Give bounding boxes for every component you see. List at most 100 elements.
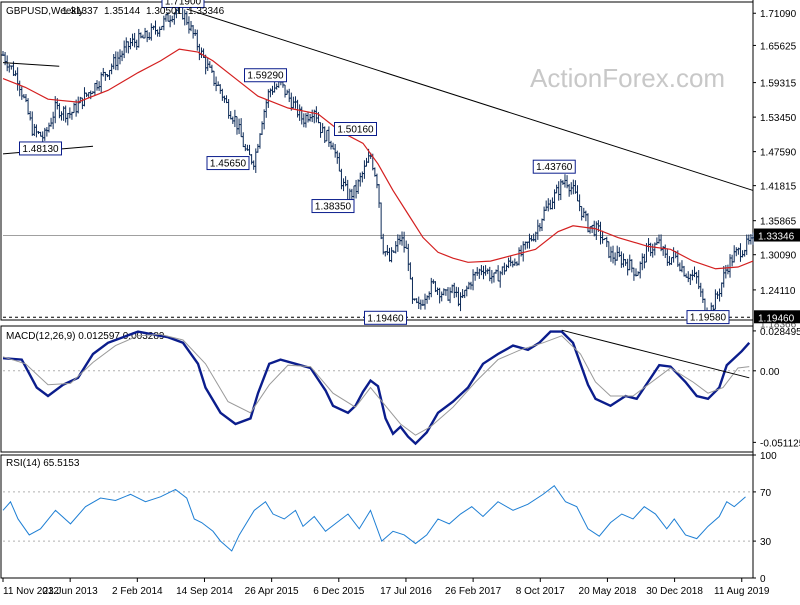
- price-bar: [34, 124, 38, 138]
- price-bar: [283, 84, 287, 98]
- price-bar: [745, 234, 749, 256]
- price-bar: [557, 181, 561, 201]
- price-bar: [95, 80, 99, 91]
- price-bar: [45, 127, 49, 137]
- price-bar: [99, 72, 103, 94]
- price-bar: [241, 132, 245, 148]
- rsi-panel-title: RSI(14) 65.5153: [6, 458, 80, 469]
- price-bar: [722, 266, 726, 288]
- price-bar: [496, 265, 500, 282]
- last-price-tag: [754, 228, 800, 242]
- price-bar: [621, 253, 625, 268]
- rsi-line: [2, 485, 746, 552]
- price-bar: [394, 241, 398, 254]
- price-annotation-box: [244, 68, 287, 83]
- price-annotation: 1.19460: [364, 310, 407, 325]
- price-bar: [377, 184, 381, 208]
- price-bar: [680, 260, 684, 273]
- price-bar: [747, 234, 751, 245]
- price-axis-tick-label: 1.18366: [760, 320, 797, 331]
- price-bar: [329, 140, 333, 150]
- price-axis-tick-label: 1.71090: [760, 9, 797, 20]
- price-bar: [509, 256, 513, 267]
- price-bar: [319, 122, 323, 138]
- price-bar: [243, 143, 247, 152]
- watermark: ActionForex.com: [530, 63, 725, 93]
- price-bar: [154, 20, 158, 35]
- price-bar: [114, 51, 118, 71]
- price-bar: [250, 154, 254, 165]
- price-bar: [511, 260, 515, 268]
- price-bar: [118, 49, 122, 65]
- price-bar: [325, 129, 329, 142]
- price-bar: [440, 291, 444, 302]
- price-bar: [410, 276, 414, 304]
- x-axis-tick-label: 2 Feb 2014: [112, 586, 163, 597]
- price-bar: [358, 172, 362, 187]
- price-bar: [22, 94, 26, 99]
- macd-axis-tick-label: 0.028495: [760, 327, 800, 338]
- rsi-axis-tick-label: 70: [760, 488, 772, 499]
- price-bar: [354, 179, 358, 199]
- price-annotation: 1.48130: [19, 141, 62, 156]
- macd-line: [2, 330, 751, 446]
- price-axis-tick-label: 1.59315: [760, 79, 797, 90]
- price-bar: [484, 265, 488, 276]
- price-bar: [139, 32, 143, 39]
- price-bar: [258, 133, 262, 149]
- price-bar: [630, 259, 634, 273]
- price-bar: [225, 95, 229, 104]
- price-bar: [68, 107, 72, 119]
- price-bar: [665, 248, 669, 266]
- price-annotation-box: [19, 141, 62, 156]
- price-bar: [131, 33, 135, 47]
- price-header-value: 1.35144: [104, 6, 141, 17]
- price-bar: [619, 251, 623, 268]
- price-bar: [513, 258, 517, 266]
- price-bar: [195, 29, 199, 51]
- price-bar: [456, 287, 460, 307]
- price-bar: [137, 28, 141, 48]
- x-axis-tick-label: 14 Sep 2014: [176, 586, 233, 597]
- price-bar: [387, 247, 391, 262]
- price-bar: [356, 179, 360, 194]
- price-bar: [732, 245, 736, 263]
- price-annotation: 1.59290: [244, 68, 287, 83]
- price-bar: [237, 118, 241, 135]
- price-bar: [427, 291, 431, 300]
- price-bar: [231, 116, 235, 124]
- price-bar: [122, 40, 126, 59]
- price-bar: [576, 185, 580, 202]
- price-bar: [586, 213, 590, 233]
- rsi-axis-tick-label: 0: [760, 574, 766, 585]
- price-bar: [540, 218, 544, 232]
- price-bar: [580, 206, 584, 221]
- price-bar: [471, 269, 475, 291]
- macd-axis-tick-label: -0.051125: [760, 438, 800, 449]
- price-bar: [404, 240, 408, 249]
- price-bar: [270, 85, 274, 95]
- x-axis-tick-label: 26 Feb 2017: [445, 586, 502, 597]
- price-bar: [494, 269, 498, 274]
- x-axis-tick-label: 6 Dec 2015: [313, 586, 365, 597]
- price-bar: [396, 234, 400, 252]
- price-annotation-label: 1.19460: [367, 313, 404, 324]
- price-bar: [741, 250, 745, 258]
- price-bar: [128, 37, 132, 50]
- price-bar: [82, 87, 86, 107]
- price-bar: [408, 262, 412, 280]
- price-annotation-label: 1.45650: [210, 159, 247, 170]
- x-axis-tick-label: 20 May 2018: [579, 586, 637, 597]
- support-price-tag: [754, 310, 800, 324]
- price-bar: [663, 244, 667, 258]
- x-axis-tick-label: 23 Jun 2013: [43, 586, 98, 597]
- price-bar: [18, 80, 22, 97]
- price-bar: [718, 288, 722, 302]
- price-bar: [542, 206, 546, 221]
- price-bar: [375, 173, 379, 189]
- price-bar: [438, 287, 442, 304]
- price-bar: [229, 111, 233, 120]
- price-bar: [103, 71, 107, 81]
- price-bar: [463, 289, 467, 299]
- price-annotation-label: 1.59290: [247, 71, 284, 82]
